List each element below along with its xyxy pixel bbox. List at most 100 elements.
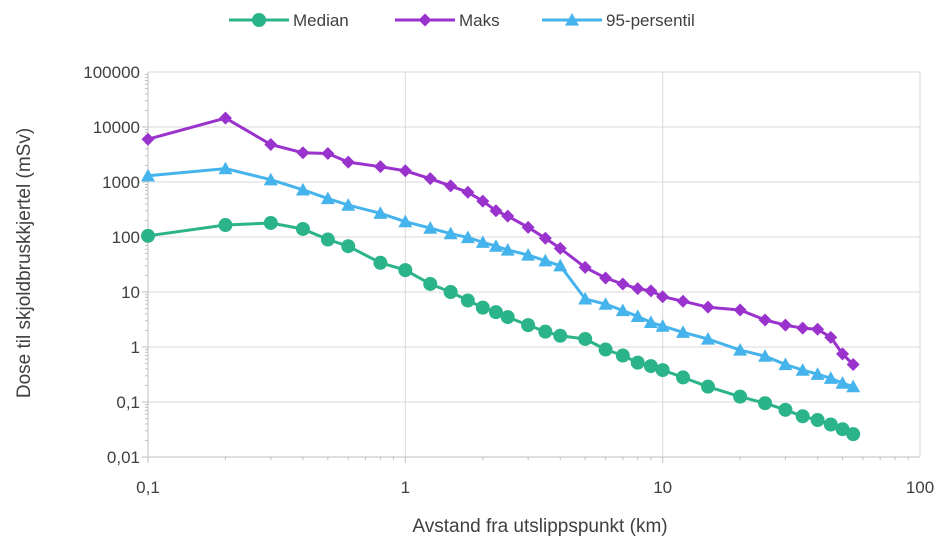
- data-point-median: [373, 255, 388, 270]
- data-point-maks: [796, 321, 810, 335]
- data-point-95-persentil: [758, 349, 773, 362]
- data-point-95-persentil: [521, 248, 536, 261]
- data-point-maks: [296, 146, 310, 160]
- data-point-median: [676, 370, 691, 385]
- data-point-95-persentil: [423, 221, 438, 234]
- data-point-median: [500, 310, 515, 325]
- data-point-maks: [521, 220, 535, 234]
- x-tick-label: 100: [906, 478, 934, 497]
- plot-axes: [142, 72, 920, 463]
- data-point-median: [630, 355, 645, 370]
- x-axis-title: Avstand fra utslippspunkt (km): [412, 516, 667, 537]
- data-point-median: [795, 409, 810, 424]
- data-point-maks: [321, 146, 335, 160]
- x-tick-label: 1: [401, 478, 410, 497]
- data-point-95-persentil: [615, 303, 630, 317]
- y-axis-title: Dose til skjoldbruskkjertel (mSv): [14, 128, 35, 398]
- data-point-95-persentil: [700, 331, 715, 345]
- data-point-maks: [616, 277, 630, 291]
- data-point-maks: [398, 164, 412, 178]
- data-point-95-persentil: [823, 371, 838, 384]
- data-point-maks: [423, 172, 437, 186]
- data-point-95-persentil: [553, 258, 568, 272]
- data-point-maks: [444, 179, 458, 193]
- data-point-maks: [656, 290, 670, 304]
- data-point-median: [423, 276, 438, 291]
- y-tick-label: 0,1: [116, 393, 140, 412]
- data-point-maks: [476, 194, 490, 208]
- data-point-95-persentil: [475, 235, 490, 248]
- data-point-median: [263, 215, 278, 230]
- data-point-median: [443, 285, 458, 299]
- data-point-maks: [824, 330, 838, 344]
- data-point-median: [341, 239, 356, 254]
- legend-label-median: Median: [293, 11, 349, 30]
- data-point-maks: [341, 155, 355, 169]
- data-point-median: [141, 228, 155, 243]
- data-point-median: [521, 318, 536, 333]
- data-point-median: [823, 417, 838, 432]
- data-point-maks: [733, 303, 747, 317]
- data-point-maks: [631, 282, 645, 296]
- y-tick-label: 1: [131, 338, 140, 357]
- series-maks: [141, 111, 860, 372]
- data-point-median: [398, 263, 413, 278]
- y-tick-label: 0,01: [107, 448, 140, 467]
- y-tick-label: 1000: [102, 173, 140, 192]
- data-point-95-persentil: [578, 291, 593, 305]
- data-point-maks: [141, 132, 155, 146]
- data-point-maks: [578, 260, 592, 274]
- data-point-95-persentil: [643, 315, 658, 329]
- data-point-95-persentil: [295, 182, 310, 196]
- data-point-95-persentil: [630, 309, 645, 323]
- data-point-95-persentil: [598, 297, 613, 310]
- data-point-95-persentil: [538, 253, 553, 267]
- y-tick-label: 10000: [93, 118, 140, 137]
- data-point-median: [320, 232, 335, 247]
- data-point-95-persentil: [810, 367, 825, 380]
- data-point-median: [538, 324, 553, 339]
- data-point-maks: [461, 185, 475, 199]
- data-point-median: [488, 305, 503, 320]
- series-95-persentil: [141, 161, 861, 393]
- data-point-median: [655, 363, 670, 378]
- data-point-maks: [373, 160, 387, 174]
- legend-label-maks: Maks: [459, 11, 500, 30]
- data-point-maks: [538, 231, 552, 245]
- data-point-median: [758, 396, 773, 411]
- data-point-maks: [778, 318, 792, 332]
- data-point-median: [810, 413, 825, 428]
- data-point-median: [475, 300, 490, 315]
- data-point-maks: [758, 313, 772, 327]
- data-point-95-persentil: [373, 206, 388, 219]
- legend-marker-maks: [418, 13, 432, 27]
- y-tick-label: 10: [121, 283, 140, 302]
- data-point-95-persentil: [778, 357, 793, 371]
- legend: Median Maks 95-persentil: [229, 11, 695, 30]
- legend-item-maks: Maks: [395, 11, 500, 30]
- data-point-maks: [599, 271, 613, 285]
- data-point-maks: [836, 347, 850, 361]
- data-point-maks: [218, 111, 232, 125]
- legend-item-95-persentil: 95-persentil: [542, 11, 695, 30]
- data-point-median: [295, 221, 310, 236]
- legend-marker-median: [252, 13, 266, 27]
- data-point-median: [733, 389, 748, 404]
- data-point-maks: [264, 138, 278, 152]
- x-tick-label: 10: [653, 478, 672, 497]
- gridlines: [148, 71, 921, 457]
- data-point-median: [598, 342, 613, 357]
- data-point-median: [460, 293, 475, 308]
- series-median: [141, 215, 861, 442]
- x-tick-label: 0,1: [136, 478, 160, 497]
- data-point-95-persentil: [488, 239, 503, 252]
- legend-label-95-persentil: 95-persentil: [606, 11, 695, 30]
- data-point-95-persentil: [398, 214, 413, 228]
- x-axis-tick-labels: 0,1 1 10 100: [136, 478, 934, 497]
- data-point-maks: [846, 358, 860, 372]
- data-point-maks: [489, 204, 503, 218]
- series-layer: [141, 111, 861, 442]
- series-line-median: [147, 221, 854, 436]
- y-axis-tick-labels: 0,01 0,1 1 10 100 1000 10000 100000: [83, 63, 140, 467]
- data-point-95-persentil: [500, 243, 515, 256]
